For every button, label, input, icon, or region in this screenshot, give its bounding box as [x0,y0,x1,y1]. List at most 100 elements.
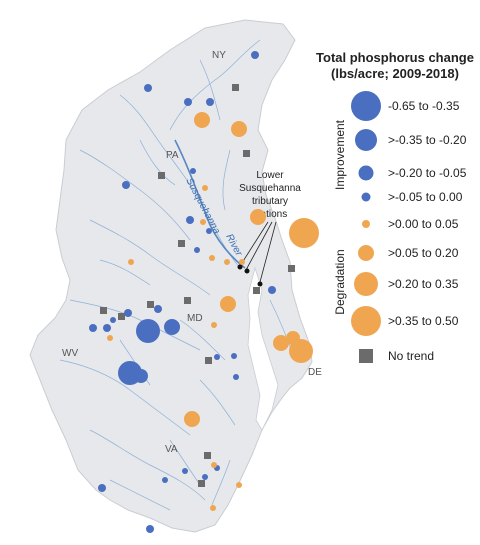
station-no-trend [184,297,191,304]
state-label-wv: WV [62,348,78,359]
station-degradation [107,335,113,341]
station-no-trend [243,150,250,157]
station-no-trend [147,301,154,308]
legend-label-1: -0.65 to -0.35 [388,99,460,113]
station-degradation [210,505,216,511]
station-degradation [224,259,230,265]
station-degradation [211,462,217,468]
station-degradation [250,209,266,225]
station-degradation [194,112,210,128]
station-no-trend [198,480,205,487]
station-improvement [146,525,154,533]
station-degradation [209,255,215,261]
station-improvement [124,309,132,317]
station-improvement [144,84,152,92]
legend-swatch-no-trend [359,349,373,363]
station-symbols [89,51,319,533]
station-improvement [122,181,130,189]
station-degradation [200,219,206,225]
station-improvement [206,228,212,234]
annotation-stations: stations [253,209,287,220]
station-degradation [239,259,245,265]
legend-label-2: >-0.35 to -0.20 [388,133,467,147]
station-improvement [162,477,168,483]
tributary-station-marker [237,264,243,270]
station-no-trend [205,357,212,364]
state-label-de: DE [308,367,322,378]
station-improvement [154,305,162,313]
station-improvement [136,319,160,343]
station-improvement [202,474,208,480]
annotation-tributary: tributary [252,196,288,207]
legend-swatch-improvement-3 [355,129,377,151]
station-degradation [273,335,289,351]
watershed-shape [29,19,313,533]
legend-title-line2: (lbs/acre; 2009-2018) [331,66,459,81]
legend-label-3: >-0.20 to -0.05 [388,166,467,180]
station-degradation [211,322,217,328]
annotation-leaders [239,221,277,283]
station-improvement [268,286,276,294]
annotation-lower: Lower [256,170,284,181]
station-improvement [182,468,188,474]
station-no-trend [100,307,107,314]
legend-degradation-label: Degradation [333,249,347,314]
station-no-trend [253,287,260,294]
legend-swatch-improvement-1 [361,192,371,202]
legend-label-8: >0.35 to 0.50 [388,314,459,328]
station-degradation [231,121,247,137]
station-degradation [184,411,200,427]
state-label-va: VA [165,444,178,455]
legend-label-6: >0.05 to 0.20 [388,246,459,260]
legend-label-5: >0.00 to 0.05 [388,217,459,231]
station-degradation [202,185,208,191]
station-no-trend [232,84,239,91]
station-improvement [206,98,214,106]
station-degradation [289,218,319,248]
station-improvement [231,353,237,359]
station-improvement [184,98,192,106]
legend-swatch-degradation-2 [358,245,374,261]
legend-swatch-degradation-3 [354,272,378,296]
legend-label-9: No trend [388,349,434,363]
station-improvement [190,168,196,174]
legend-label-4: >-0.05 to 0.00 [388,190,463,204]
station-improvement [186,216,194,224]
annotation-susquehanna: Susquehanna [239,183,301,194]
susquehanna-river [174,139,246,269]
station-no-trend [118,313,125,320]
station-no-trend [178,240,185,247]
station-improvement [164,319,180,335]
state-label-ny: NY [212,50,226,61]
station-no-trend [158,172,165,179]
station-improvement [103,324,111,332]
legend-swatch-improvement-4 [351,91,381,121]
chesapeake-bay [247,266,279,431]
station-no-trend [204,452,211,459]
tributary-station-marker [257,281,263,287]
station-improvement [233,374,239,380]
legend-label-7: >0.20 to 0.35 [388,277,459,291]
legend-swatch-improvement-2 [358,165,374,181]
station-degradation [289,339,313,363]
legend-swatch-degradation-4 [351,306,381,336]
legend-title-line1: Total phosphorus change [316,50,474,65]
station-no-trend [288,265,295,272]
station-degradation [220,296,236,312]
station-improvement [89,324,97,332]
legend: Total phosphorus change (lbs/acre; 2009-… [316,50,474,363]
station-improvement [134,369,148,383]
station-improvement [214,354,220,360]
tributary-station-marker [244,268,250,274]
legend-swatch-degradation-1 [362,220,370,228]
station-degradation [236,482,242,488]
station-improvement [98,484,106,492]
state-label-md: MD [187,313,203,324]
station-improvement [194,247,200,253]
state-label-pa: PA [166,150,179,161]
station-improvement [110,317,116,323]
legend-improvement-label: Improvement [333,119,347,190]
station-degradation [128,259,134,265]
